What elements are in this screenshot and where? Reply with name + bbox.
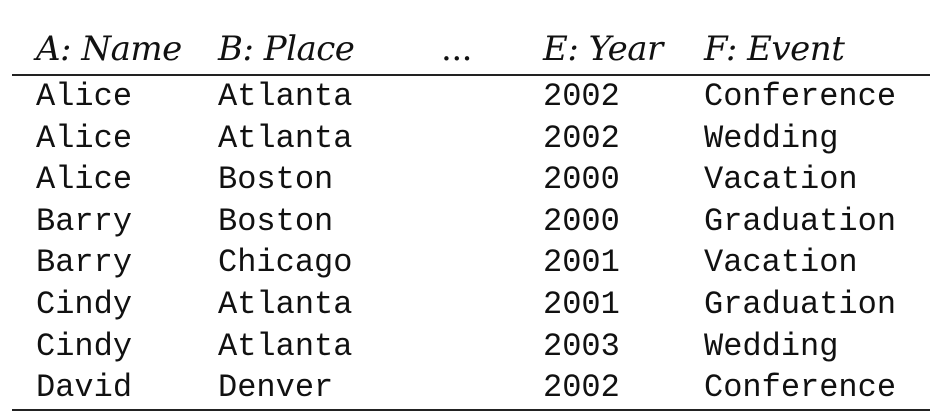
cell-year: 2001 <box>543 244 620 282</box>
cell-place: Atlanta <box>218 78 353 115</box>
cell-event: Conference <box>704 78 897 115</box>
cell-event: Conference <box>680 367 930 411</box>
cell-ellipsis-gap <box>394 242 519 284</box>
cell-place: Chicago <box>218 244 353 282</box>
header-event: F: Event <box>680 28 930 76</box>
cell-ellipsis-gap <box>394 159 519 201</box>
cell-name: Cindy <box>36 285 133 323</box>
cell-year: 2001 <box>543 285 620 323</box>
table-container: A: Name B: Place ... E: Year F: Event Al… <box>12 28 930 411</box>
table-row: Barry Chicago 2001 Vacation <box>12 242 930 284</box>
table-row: Cindy Atlanta 2003 Wedding <box>12 326 930 368</box>
table-row: Alice Atlanta 2002 Wedding <box>12 118 930 160</box>
table-row: Cindy Atlanta 2001 Graduation <box>12 284 930 326</box>
cell-event: Vacation <box>704 161 858 199</box>
cell-name: Alice <box>36 78 133 115</box>
header-name: A: Name <box>12 28 194 76</box>
header-row: A: Name B: Place ... E: Year F: Event <box>12 28 930 76</box>
table-row: Alice Atlanta 2002 Conference <box>12 75 930 118</box>
cell-name: Barry <box>36 244 133 282</box>
cell-place: Atlanta <box>218 285 353 323</box>
cell-place: Boston <box>218 161 334 199</box>
cell-place: Denver <box>194 367 394 411</box>
cell-ellipsis-gap <box>394 75 519 118</box>
cell-place: Atlanta <box>218 327 353 365</box>
table-body: Alice Atlanta 2002 Conference Alice Atla… <box>12 75 930 411</box>
header-place: B: Place <box>194 28 394 76</box>
cell-name: Alice <box>36 119 133 157</box>
cell-event: Graduation <box>704 202 897 240</box>
cell-year: 2000 <box>543 161 620 199</box>
cell-ellipsis-gap <box>394 326 519 368</box>
table-row: David Denver 2002 Conference <box>12 367 930 411</box>
cell-year: 2000 <box>543 202 620 240</box>
cell-year: 2002 <box>543 78 620 115</box>
data-table: A: Name B: Place ... E: Year F: Event Al… <box>12 28 930 411</box>
header-year: E: Year <box>519 28 680 76</box>
table-row: Alice Boston 2000 Vacation <box>12 159 930 201</box>
cell-event: Wedding <box>704 327 839 365</box>
header-ellipsis: ... <box>394 28 519 76</box>
cell-year: 2003 <box>543 327 620 365</box>
cell-place: Atlanta <box>218 119 353 157</box>
cell-event: Wedding <box>704 119 839 157</box>
cell-year: 2002 <box>519 367 680 411</box>
cell-event: Vacation <box>704 244 858 282</box>
table-row: Barry Boston 2000 Graduation <box>12 201 930 243</box>
cell-year: 2002 <box>543 119 620 157</box>
cell-ellipsis-gap <box>394 284 519 326</box>
cell-name: Cindy <box>36 327 133 365</box>
cell-name: Alice <box>36 161 133 199</box>
cell-ellipsis-gap <box>394 118 519 160</box>
cell-ellipsis-gap <box>394 201 519 243</box>
cell-ellipsis-gap <box>394 367 519 411</box>
cell-name: David <box>12 367 194 411</box>
cell-name: Barry <box>36 202 133 240</box>
cell-place: Boston <box>218 202 334 240</box>
table-header: A: Name B: Place ... E: Year F: Event <box>12 28 930 76</box>
cell-event: Graduation <box>704 285 897 323</box>
